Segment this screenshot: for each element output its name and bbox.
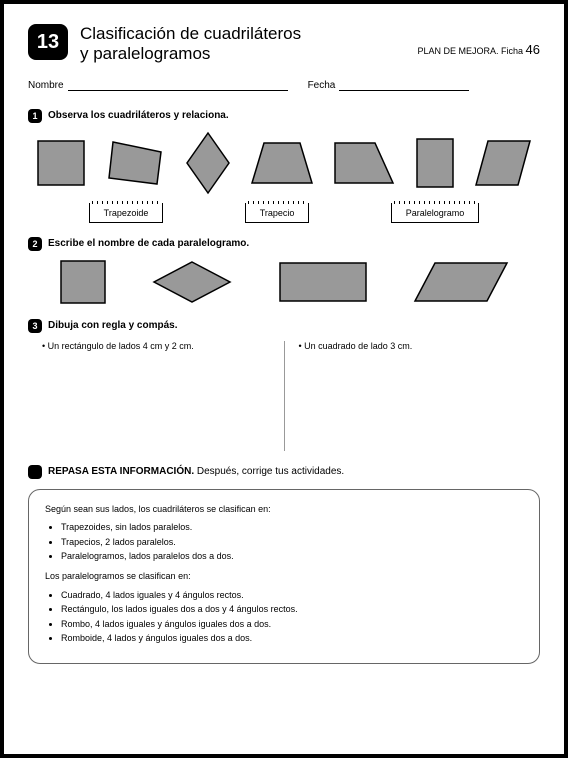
review-list-item: Trapecios, 2 lados paralelos. [61, 535, 523, 549]
review-list-item: Rombo, 4 lados iguales y ángulos iguales… [61, 617, 523, 631]
review-heading: REPASA ESTA INFORMACIÓN. Después, corrig… [48, 466, 344, 477]
task-3-head: 3 Dibuja con regla y compás. [28, 319, 540, 333]
plan-number: 46 [526, 42, 540, 57]
parallelogram-shape [474, 139, 532, 187]
square-shape-2 [59, 259, 107, 305]
task-1-head: 1 Observa los cuadriláteros y relaciona. [28, 109, 540, 123]
nombre-field: Nombre [28, 79, 288, 91]
label-paralelogramo: Paralelogramo [391, 203, 480, 223]
task-3-left-item: • Un rectángulo de lados 4 cm y 2 cm. [42, 341, 274, 351]
nombre-label: Nombre [28, 80, 64, 91]
task-2-number: 2 [28, 237, 42, 251]
trapezoid-shape-1 [105, 138, 165, 188]
review-list-item: Rectángulo, los lados iguales dos a dos … [61, 602, 523, 616]
review-box: Según sean sus lados, los cuadriláteros … [28, 489, 540, 665]
rhombus-shape [185, 131, 231, 195]
trapezoid-shape-3 [333, 141, 395, 185]
drawing-area-right[interactable] [295, 351, 531, 451]
header: 13 Clasificación de cuadriláteros y para… [28, 24, 540, 65]
review-list-item: Romboide, 4 lados y ángulos iguales dos … [61, 631, 523, 645]
task-3-text: Dibuja con regla y compás. [48, 320, 177, 331]
review-list-1: Trapezoides, sin lados paralelos. Trapec… [61, 520, 523, 563]
task-1-number: 1 [28, 109, 42, 123]
name-date-fields: Nombre Fecha [28, 79, 540, 91]
task-3: 3 Dibuja con regla y compás. • Un rectán… [28, 319, 540, 451]
rhombus-shape-2 [152, 260, 232, 304]
title-line2: y paralelogramos [80, 44, 406, 64]
review-section: REPASA ESTA INFORMACIÓN. Después, corrig… [28, 465, 540, 665]
task-3-right: • Un cuadrado de lado 3 cm. [285, 341, 541, 451]
task-2: 2 Escribe el nombre de cada paralelogram… [28, 237, 540, 305]
review-list-item: Cuadrado, 4 lados iguales y 4 ángulos re… [61, 588, 523, 602]
task-1-labels: Trapezoide Trapecio Paralelogramo [28, 203, 540, 223]
task-1-shapes [28, 131, 540, 195]
plan-prefix: PLAN DE MEJORA. Ficha [418, 46, 526, 56]
task-2-shapes [28, 259, 540, 305]
title-block: Clasificación de cuadriláteros y paralel… [80, 24, 406, 65]
review-list-item: Trapezoides, sin lados paralelos. [61, 520, 523, 534]
task-1-text: Observa los cuadriláteros y relaciona. [48, 110, 229, 121]
fecha-field: Fecha [308, 79, 470, 91]
label-trapecio: Trapecio [245, 203, 310, 223]
rectangle-shape [415, 137, 455, 189]
task-1: 1 Observa los cuadriláteros y relaciona.… [28, 109, 540, 223]
lesson-number: 13 [28, 24, 68, 60]
drawing-area-left[interactable] [38, 351, 274, 451]
review-intro-2: Los paralelogramos se clasifican en: [45, 569, 523, 583]
review-list-item: Paralelogramos, lados paralelos dos a do… [61, 549, 523, 563]
label-trapezoide: Trapezoide [89, 203, 164, 223]
nombre-line[interactable] [68, 79, 288, 91]
review-list-2: Cuadrado, 4 lados iguales y 4 ángulos re… [61, 588, 523, 646]
review-bullet-icon [28, 465, 42, 479]
task-3-left: • Un rectángulo de lados 4 cm y 2 cm. [28, 341, 285, 451]
task-3-columns: • Un rectángulo de lados 4 cm y 2 cm. • … [28, 341, 540, 451]
parallelogram-shape-2 [413, 261, 509, 303]
title-line1: Clasificación de cuadriláteros [80, 24, 406, 44]
review-heading-bold: REPASA ESTA INFORMACIÓN. [48, 466, 194, 477]
square-shape [36, 139, 86, 187]
worksheet-page: 13 Clasificación de cuadriláteros y para… [0, 0, 568, 758]
review-heading-rest: Después, corrige tus actividades. [194, 466, 344, 477]
review-head: REPASA ESTA INFORMACIÓN. Después, corrig… [28, 465, 540, 479]
fecha-label: Fecha [308, 80, 336, 91]
task-2-text: Escribe el nombre de cada paralelogramo. [48, 238, 249, 249]
trapezoid-shape-2 [250, 141, 314, 185]
task-2-head: 2 Escribe el nombre de cada paralelogram… [28, 237, 540, 251]
task-3-number: 3 [28, 319, 42, 333]
plan-label: PLAN DE MEJORA. Ficha 46 [418, 42, 541, 57]
fecha-line[interactable] [339, 79, 469, 91]
task-3-right-item: • Un cuadrado de lado 3 cm. [299, 341, 531, 351]
review-intro-1: Según sean sus lados, los cuadriláteros … [45, 502, 523, 516]
rectangle-shape-2 [278, 261, 368, 303]
